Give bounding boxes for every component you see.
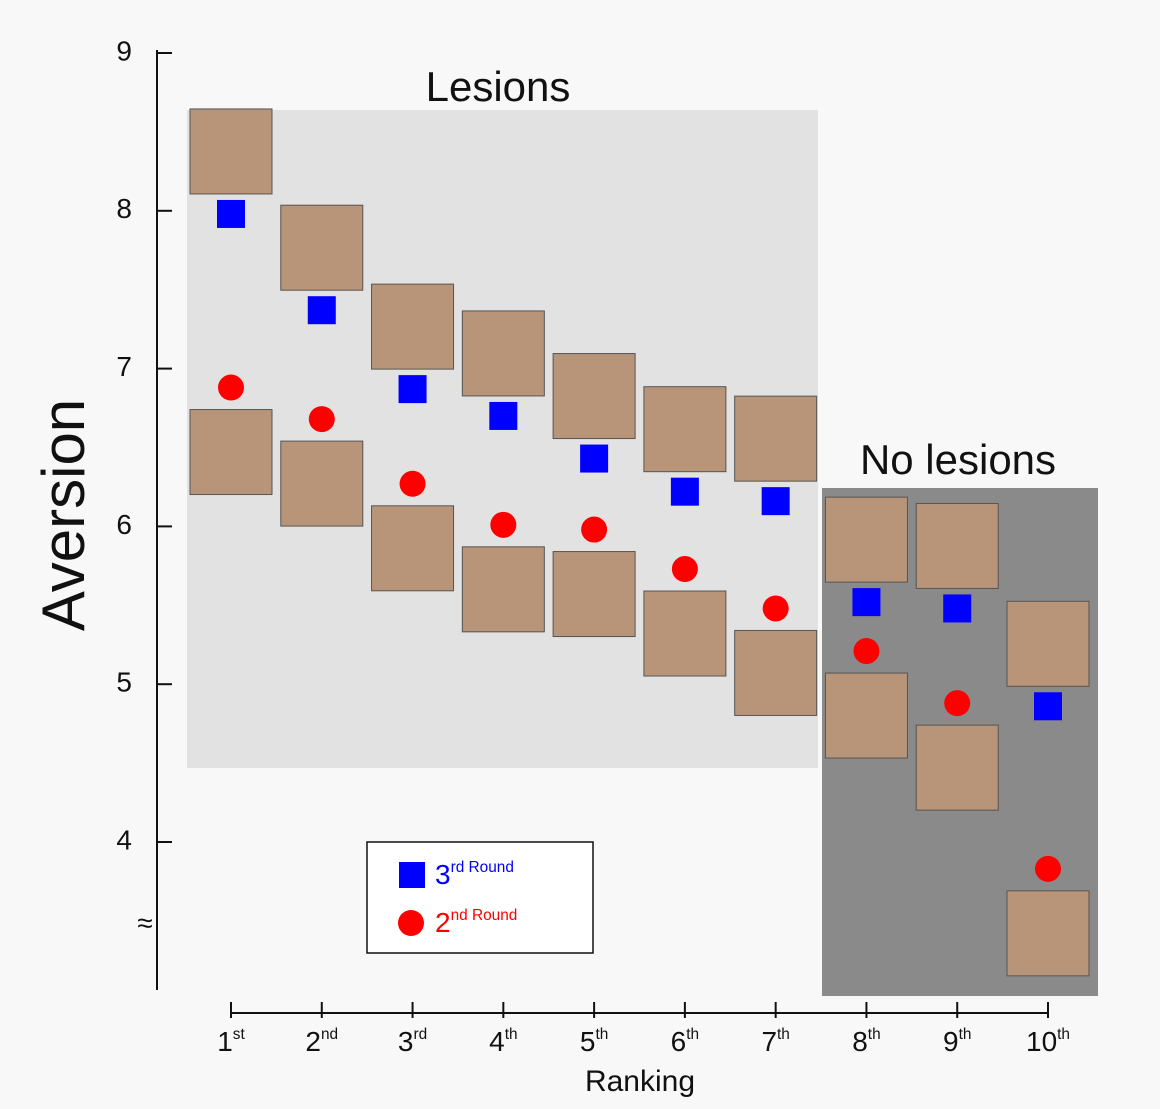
photo bbox=[1007, 601, 1089, 686]
x-tick-label: 5th bbox=[580, 1026, 608, 1058]
x-tick-label: 7th bbox=[761, 1026, 789, 1058]
marker bbox=[309, 406, 335, 432]
photo bbox=[372, 284, 454, 369]
y-tick-label: 9 bbox=[116, 35, 132, 66]
photo bbox=[372, 506, 454, 591]
photo bbox=[644, 591, 726, 676]
photo bbox=[281, 441, 363, 526]
photo bbox=[190, 410, 272, 495]
x-tick-label: 4th bbox=[489, 1026, 517, 1058]
marker bbox=[400, 471, 426, 497]
photo bbox=[462, 311, 544, 396]
photo bbox=[190, 109, 272, 194]
marker bbox=[399, 375, 427, 403]
photo bbox=[553, 354, 635, 439]
marker bbox=[580, 445, 608, 473]
marker bbox=[852, 588, 880, 616]
marker bbox=[489, 402, 517, 430]
axis-break: ≈ bbox=[137, 907, 152, 938]
x-axis-label: Ranking bbox=[585, 1065, 695, 1098]
marker bbox=[943, 594, 971, 622]
photo bbox=[1007, 891, 1089, 976]
marker bbox=[853, 638, 879, 664]
x-tick-label: 1st bbox=[217, 1026, 245, 1058]
y-tick-label: 4 bbox=[116, 824, 132, 855]
y-axis-label: Aversion bbox=[30, 399, 97, 631]
marker bbox=[308, 296, 336, 324]
marker bbox=[217, 200, 245, 228]
legend-marker bbox=[399, 862, 425, 888]
marker bbox=[490, 512, 516, 538]
marker bbox=[672, 556, 698, 582]
legend-marker bbox=[398, 910, 424, 936]
marker bbox=[671, 478, 699, 506]
photo bbox=[281, 205, 363, 290]
photo bbox=[825, 497, 907, 582]
x-tick-label: 9th bbox=[943, 1026, 971, 1058]
x-tick-label: 8th bbox=[852, 1026, 880, 1058]
x-tick-label: 10th bbox=[1026, 1026, 1070, 1058]
marker bbox=[218, 375, 244, 401]
marker bbox=[1035, 856, 1061, 882]
y-tick-label: 6 bbox=[116, 509, 132, 540]
photo bbox=[735, 630, 817, 715]
y-tick-label: 7 bbox=[116, 351, 132, 382]
x-tick-label: 3rd bbox=[398, 1026, 427, 1058]
marker bbox=[762, 487, 790, 515]
region-label: Lesions bbox=[426, 63, 571, 110]
photo bbox=[825, 673, 907, 758]
marker bbox=[581, 517, 607, 543]
marker bbox=[1034, 692, 1062, 720]
region-label: No lesions bbox=[860, 436, 1056, 483]
marker bbox=[944, 690, 970, 716]
photo bbox=[916, 725, 998, 810]
y-tick-label: 5 bbox=[116, 667, 132, 698]
photo bbox=[644, 387, 726, 472]
marker bbox=[763, 595, 789, 621]
photo bbox=[553, 552, 635, 637]
x-tick-label: 2nd bbox=[305, 1026, 338, 1058]
photo bbox=[735, 396, 817, 481]
chart: Lesions No lesions ≈ Aversion Ranking 4 5… bbox=[0, 0, 1160, 1109]
y-tick-label: 8 bbox=[116, 193, 132, 224]
photo bbox=[916, 503, 998, 588]
x-tick-label: 6th bbox=[671, 1026, 699, 1058]
photo bbox=[462, 547, 544, 632]
